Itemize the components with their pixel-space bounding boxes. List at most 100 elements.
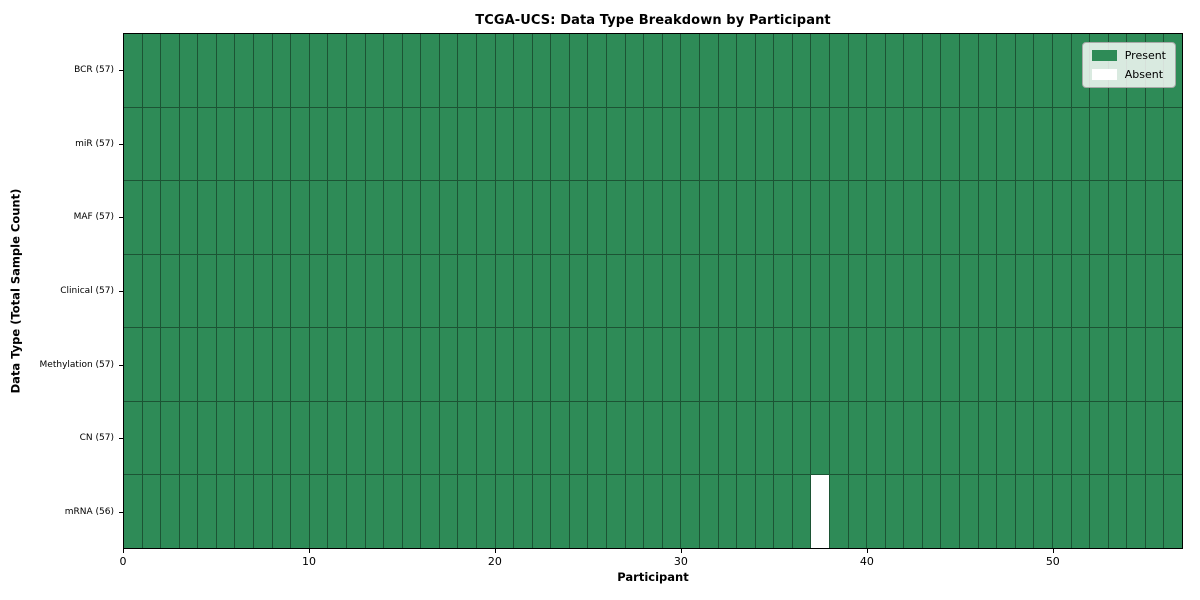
heatmap-cell	[1108, 401, 1127, 475]
heatmap-cell	[179, 328, 198, 401]
heatmap-cell	[978, 181, 997, 254]
heatmap-cell	[644, 34, 662, 107]
heatmap-cell	[1090, 107, 1108, 181]
heatmap-cell	[997, 107, 1015, 181]
heatmap-cell	[978, 401, 997, 475]
heatmap-cell	[1145, 107, 1164, 181]
y-tick-mark	[119, 143, 123, 145]
heatmap-cell	[365, 328, 384, 401]
heatmap-cell	[142, 107, 161, 181]
heatmap-cell	[941, 34, 960, 107]
heatmap-cell	[848, 328, 867, 401]
heatmap-cell	[532, 34, 551, 107]
heatmap-cell	[829, 328, 848, 401]
heatmap-cell	[235, 328, 254, 401]
heatmap-cell	[161, 475, 179, 548]
heatmap-cell	[644, 254, 662, 328]
heatmap-cell	[625, 34, 644, 107]
heatmap-cell	[681, 254, 699, 328]
heatmap-cell	[997, 328, 1015, 401]
heatmap-cell	[1015, 34, 1034, 107]
heatmap-cell	[755, 107, 774, 181]
heatmap-cell	[161, 328, 179, 401]
heatmap-cell	[811, 328, 829, 401]
heatmap-cell	[755, 401, 774, 475]
heatmap-cell	[960, 328, 978, 401]
heatmap-cell	[402, 475, 421, 548]
heatmap-cell	[142, 401, 161, 475]
heatmap-cell	[328, 401, 346, 475]
heatmap-cell	[346, 34, 365, 107]
heatmap-cell	[922, 107, 941, 181]
heatmap-cell	[1015, 181, 1034, 254]
heatmap-cell	[495, 254, 514, 328]
heatmap-cell	[439, 401, 458, 475]
heatmap-cell	[402, 34, 421, 107]
heatmap-cell	[1164, 475, 1182, 548]
heatmap-cell	[421, 401, 439, 475]
heatmap-cell	[346, 475, 365, 548]
heatmap-cell	[699, 34, 718, 107]
heatmap-cell	[514, 475, 532, 548]
heatmap-cell	[978, 107, 997, 181]
heatmap-grid	[124, 34, 1182, 548]
x-tick-label: 40	[859, 555, 874, 568]
heatmap-cell	[792, 34, 811, 107]
heatmap-cell	[960, 254, 978, 328]
heatmap-cell	[885, 107, 904, 181]
heatmap-cell	[365, 34, 384, 107]
heatmap-cell	[569, 328, 588, 401]
heatmap-cell	[1108, 328, 1127, 401]
heatmap-cell	[1071, 475, 1090, 548]
heatmap-cell	[365, 107, 384, 181]
heatmap-cell	[607, 107, 625, 181]
heatmap-cell	[1127, 475, 1145, 548]
heatmap-cell	[272, 181, 291, 254]
heatmap-cell	[625, 328, 644, 401]
heatmap-cell	[532, 475, 551, 548]
heatmap-cell	[495, 475, 514, 548]
heatmap-cell	[1090, 254, 1108, 328]
heatmap-cell	[904, 328, 922, 401]
heatmap-cell	[588, 181, 607, 254]
heatmap-cell	[551, 107, 569, 181]
heatmap-cell	[346, 181, 365, 254]
heatmap-cell	[142, 475, 161, 548]
heatmap-cell	[848, 254, 867, 328]
heatmap-cell	[476, 34, 495, 107]
heatmap-cell	[625, 475, 644, 548]
heatmap-cell	[588, 254, 607, 328]
heatmap-cell	[235, 181, 254, 254]
heatmap-cell	[1164, 181, 1182, 254]
heatmap-cell	[439, 107, 458, 181]
heatmap-cell	[681, 181, 699, 254]
heatmap-cell	[960, 475, 978, 548]
heatmap-cell	[532, 254, 551, 328]
heatmap-cell	[346, 401, 365, 475]
heatmap-cell	[532, 401, 551, 475]
heatmap-cell	[941, 328, 960, 401]
heatmap-cell	[272, 254, 291, 328]
heatmap-cell	[1015, 107, 1034, 181]
heatmap-cell	[885, 34, 904, 107]
heatmap-cell	[737, 328, 755, 401]
heatmap-cell	[662, 107, 681, 181]
heatmap-cell	[458, 181, 476, 254]
heatmap-cell	[551, 254, 569, 328]
heatmap-cell	[1108, 107, 1127, 181]
heatmap-cell	[718, 107, 737, 181]
heatmap-cell	[681, 34, 699, 107]
heatmap-cell	[1090, 475, 1108, 548]
y-tick-mark	[119, 512, 123, 514]
heatmap-cell	[774, 181, 792, 254]
x-axis-ticks: 0 10 20 30 40 50	[120, 548, 1183, 574]
heatmap-cell	[291, 34, 309, 107]
heatmap-cell	[1034, 254, 1052, 328]
heatmap-cell	[829, 475, 848, 548]
heatmap-cell	[198, 107, 216, 181]
heatmap-cell	[365, 401, 384, 475]
heatmap-cell	[997, 254, 1015, 328]
heatmap-cell	[978, 475, 997, 548]
heatmap-cell	[792, 328, 811, 401]
heatmap-cell	[1164, 328, 1182, 401]
